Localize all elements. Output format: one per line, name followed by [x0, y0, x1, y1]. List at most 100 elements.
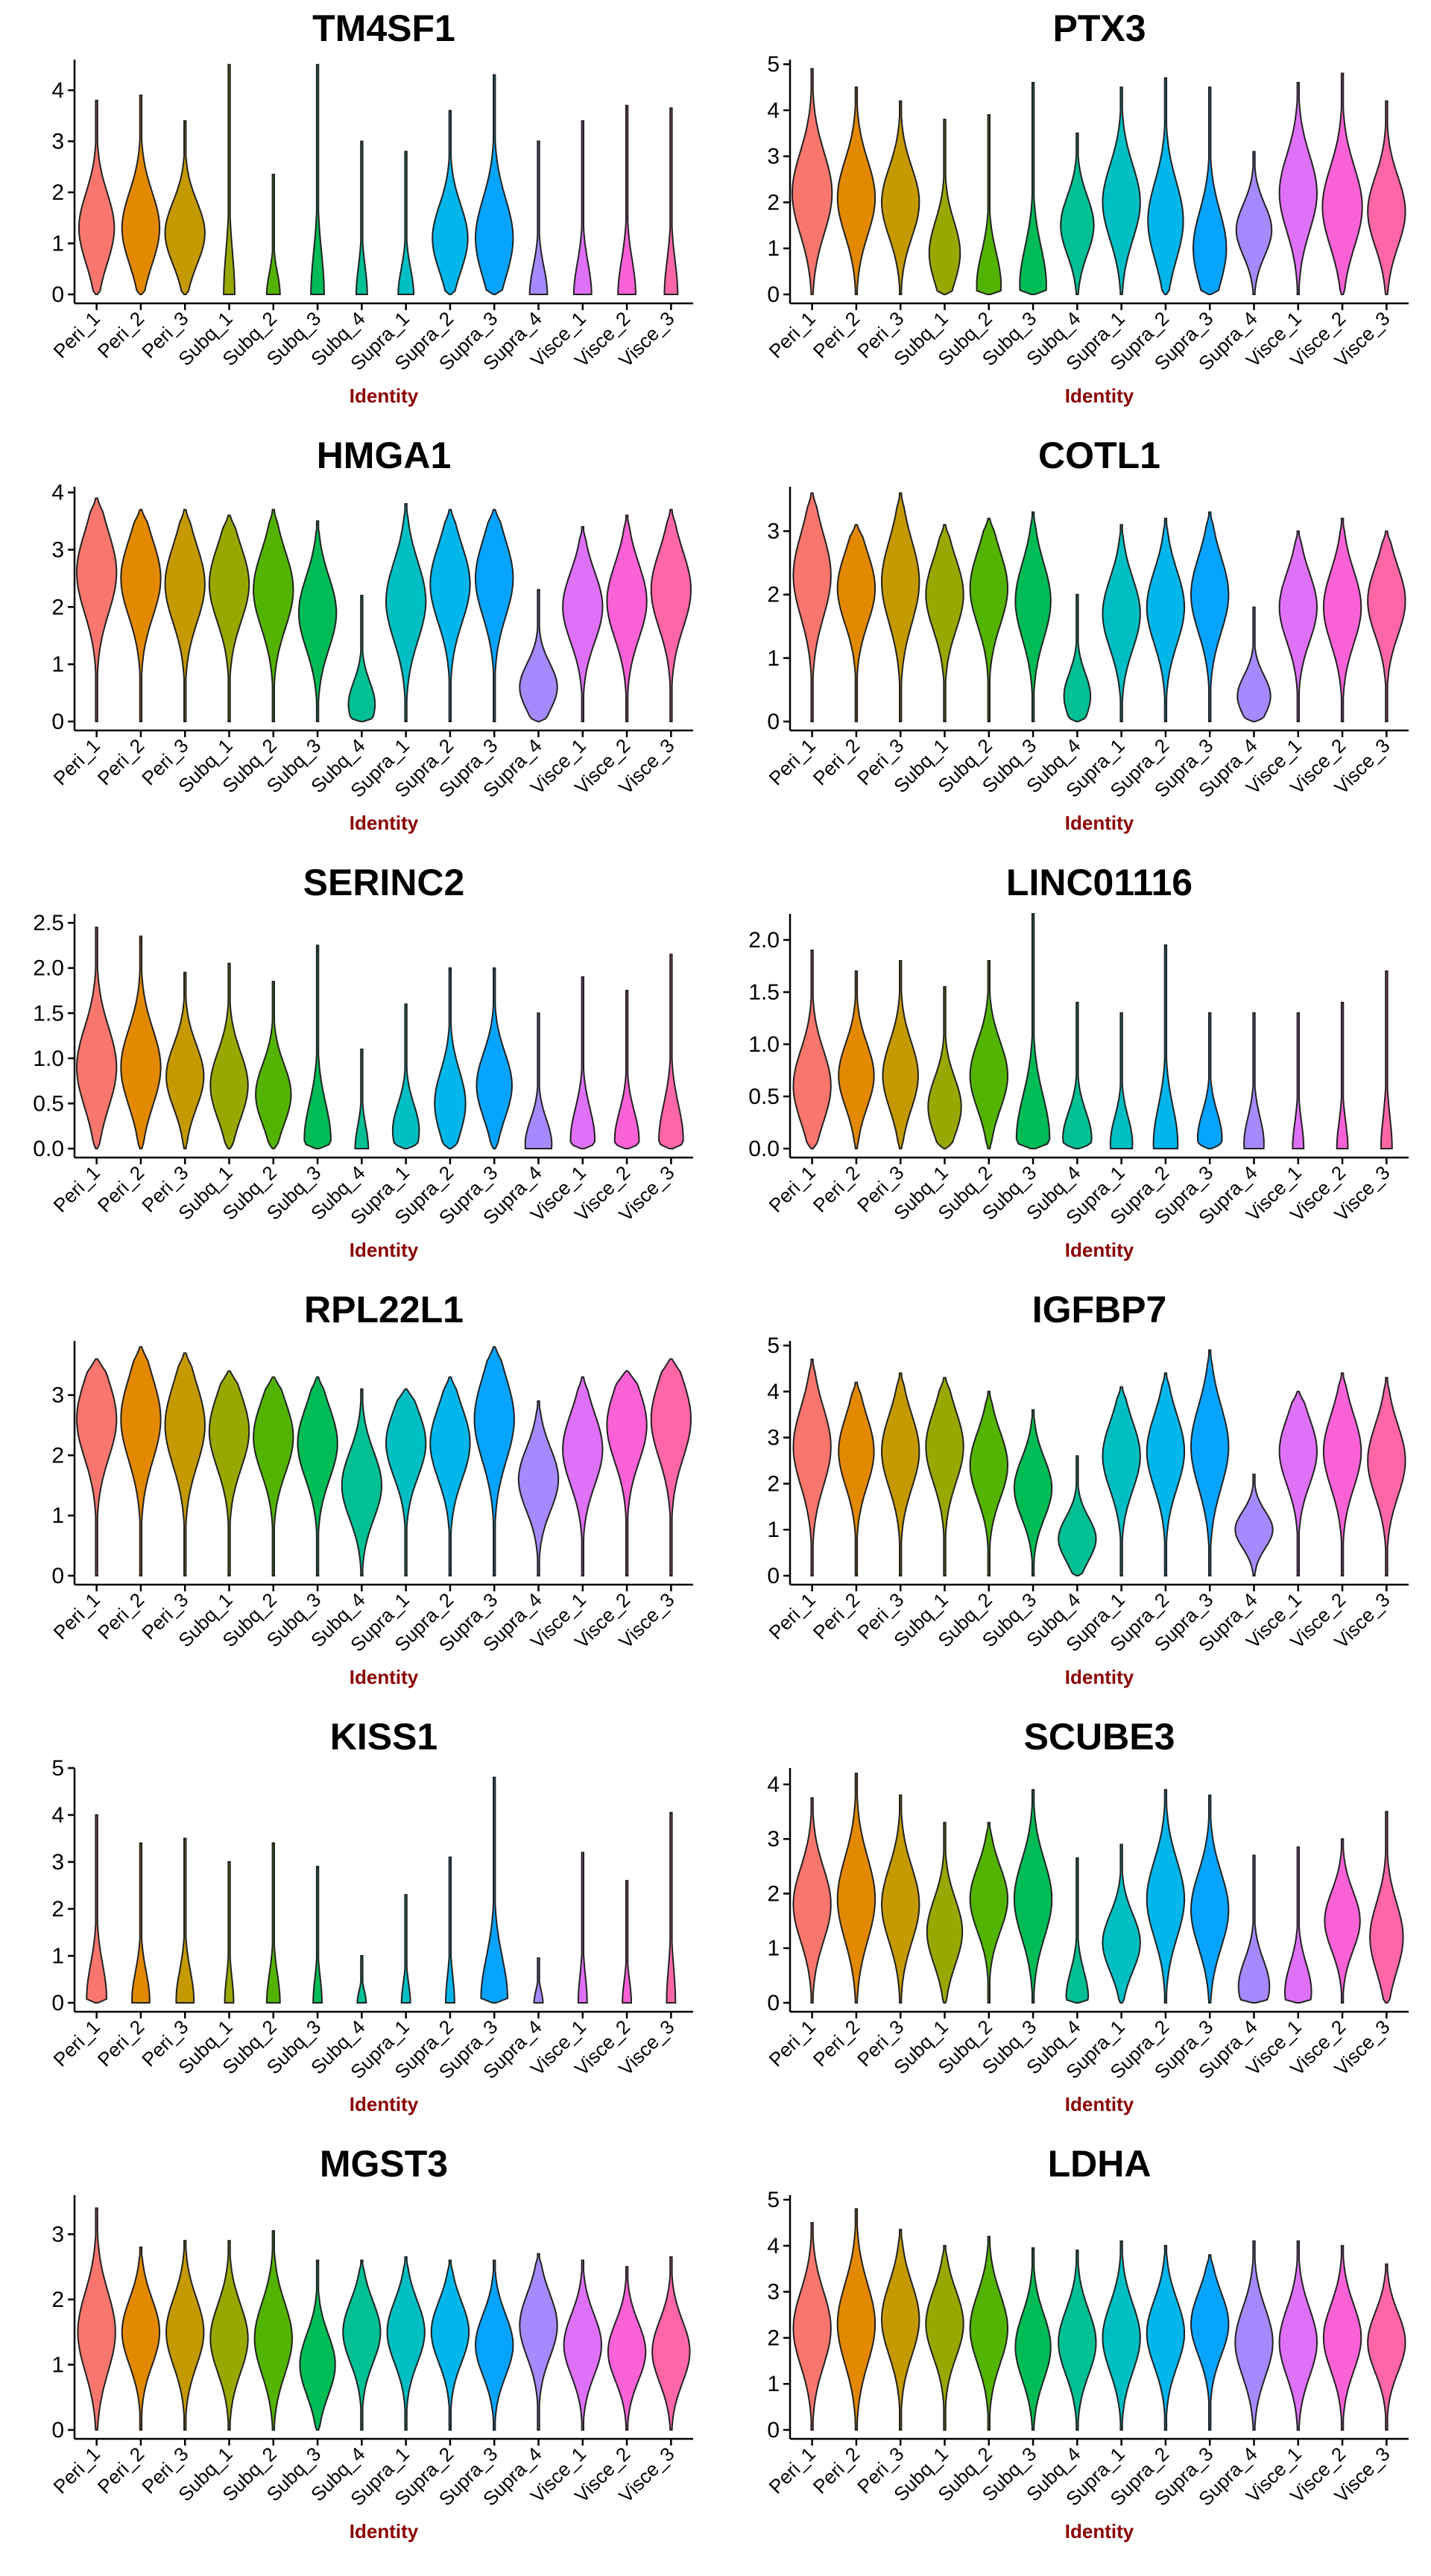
- violin-peri-2: [838, 1381, 875, 1576]
- violin-subq-1: [925, 1377, 964, 1576]
- panel-igfbp7: IGFBP7 0 1 2 3 4 5 Peri_1 Peri_2 Peri_3 Subq_1 Subq…: [723, 1281, 1424, 1706]
- y-tick-label: 0: [767, 1564, 780, 1588]
- violin-supra-1: [1102, 2240, 1141, 2431]
- violin-subq-1: [925, 2244, 964, 2431]
- x-tick-label: Peri_2: [93, 2443, 148, 2498]
- violin-supra-3: [476, 967, 513, 1149]
- violin-subq-2: [253, 1376, 294, 1576]
- y-tick-label: 0: [51, 1991, 64, 2015]
- y-tick-label: 4: [767, 1772, 780, 1797]
- violin-subq-1: [928, 119, 961, 295]
- y-tick-label: 2: [767, 583, 780, 607]
- violin-peri-3: [880, 492, 920, 722]
- x-tick-label: Peri_2: [809, 1161, 864, 1216]
- y-tick-label: 5: [767, 52, 780, 77]
- violin-subq-2: [969, 1822, 1009, 2004]
- violin-supra-3: [474, 74, 514, 295]
- violin-visce-1: [1278, 530, 1318, 722]
- violin-visce-3: [1367, 530, 1406, 722]
- violin-supra-4: [524, 1012, 553, 1149]
- violin-visce-3: [651, 2256, 691, 2431]
- violin-peri-1: [76, 497, 118, 722]
- violin-chart: TM4SF101234Peri_1Peri_2Peri_3Subq_1Subq_…: [49, 7, 693, 407]
- violin-visce-3: [658, 953, 684, 1149]
- violin-peri-2: [120, 935, 162, 1149]
- violin-subq-2: [969, 1390, 1009, 1576]
- x-axis-label: Identity: [350, 1239, 419, 1261]
- y-tick-label: 2: [51, 1443, 64, 1468]
- y-tick-label: 4: [51, 1803, 64, 1828]
- violin-peri-1: [792, 68, 833, 295]
- violin-supra-3: [1190, 511, 1230, 722]
- x-tick-label: Peri_1: [765, 1588, 820, 1644]
- chart-title: IGFBP7: [1032, 1289, 1167, 1330]
- violin-subq-1: [209, 962, 249, 1149]
- violin-visce-1: [1278, 1390, 1318, 1576]
- violin-visce-1: [563, 2259, 603, 2431]
- y-tick-label: 0: [51, 710, 64, 734]
- violin-supra-1: [400, 1894, 411, 2004]
- violin-visce-1: [562, 1376, 604, 1576]
- violin-subq-3: [1013, 1409, 1053, 1576]
- violin-subq-4: [1063, 593, 1092, 722]
- y-tick-label: 3: [767, 1827, 780, 1852]
- violin-subq-3: [1015, 913, 1051, 1149]
- violin-visce-2: [1322, 1372, 1362, 1576]
- y-tick-label: 5: [51, 1756, 64, 1781]
- violin-supra-3: [1192, 86, 1228, 295]
- violin-subq-1: [926, 1822, 964, 2004]
- violin-supra-3: [1190, 1349, 1230, 1576]
- violin-peri-2: [120, 508, 162, 722]
- violin-peri-1: [75, 1358, 118, 1576]
- panel-linc01116: LINC01116 0.0 0.5 1.0 1.5 2.0 Peri_1 Peri_2 Peri…: [723, 854, 1424, 1279]
- violin-supra-4: [517, 1400, 560, 1576]
- violin-subq-2: [265, 1842, 281, 2004]
- x-tick-label: Peri_2: [93, 307, 148, 362]
- violin-supra-2: [1146, 2244, 1186, 2431]
- violin-supra-4: [528, 140, 549, 295]
- y-tick-label: 0: [767, 710, 780, 734]
- chart-title: LINC01116: [1006, 862, 1192, 903]
- violin-supra-3: [1190, 2254, 1230, 2431]
- panel-ldha: LDHA 0 1 2 3 4 5 Peri_1 Peri_2 Peri_3 Subq_1 Subq_2…: [723, 2135, 1424, 2560]
- y-tick-label: 4: [767, 2234, 780, 2258]
- violin-subq-3: [1013, 1789, 1053, 2004]
- chart-title: LDHA: [1048, 2143, 1152, 2185]
- y-tick-label: 1: [767, 2372, 780, 2396]
- violin-visce-3: [663, 107, 679, 295]
- violin-visce-3: [1367, 1377, 1406, 1576]
- y-tick-label: 3: [51, 1850, 64, 1875]
- violin-visce-2: [1336, 1002, 1349, 1149]
- violin-subq-3: [303, 944, 332, 1149]
- y-tick-label: 4: [767, 1380, 780, 1404]
- violin-supra-3: [473, 1346, 515, 1576]
- violin-chart: SCUBE301234Peri_1Peri_2Peri_3Subq_1Subq_…: [765, 1716, 1409, 2115]
- violin-subq-2: [969, 517, 1009, 722]
- violin-peri-2: [131, 1842, 151, 2004]
- violin-subq-2: [976, 114, 1002, 295]
- violin-visce-2: [622, 1880, 632, 2004]
- violin-subq-2: [969, 960, 1009, 1149]
- y-tick-label: 0.5: [33, 1091, 64, 1116]
- chart-title: KISS1: [330, 1716, 438, 1758]
- violin-subq-3: [312, 1866, 323, 2004]
- y-tick-label: 0: [767, 1991, 780, 2015]
- violin-peri-1: [77, 2207, 116, 2431]
- violin-subq-3: [299, 2259, 336, 2431]
- violin-subq-3: [1014, 2247, 1052, 2431]
- violin-subq-4: [354, 1048, 370, 1149]
- violin-chart: SERINC20.00.51.01.52.02.5Peri_1Peri_2Per…: [33, 862, 693, 1261]
- violin-peri-1: [86, 1814, 108, 2004]
- violin-visce-1: [1278, 2240, 1318, 2431]
- violin-visce-2: [606, 514, 648, 722]
- y-tick-label: 1: [51, 1503, 64, 1528]
- violin-peri-3: [882, 960, 919, 1149]
- violin-peri-2: [836, 86, 876, 295]
- chart-title: COTL1: [1038, 435, 1160, 476]
- x-axis-label: Identity: [1065, 2520, 1134, 2542]
- y-tick-label: 2: [51, 595, 64, 619]
- y-tick-label: 2: [767, 190, 780, 215]
- panel-hmga1: HMGA1 0 1 2 3 4 Peri_1 Peri_2 Peri_3 Subq_1 Subq_2…: [7, 427, 708, 852]
- y-tick-label: 1: [51, 2353, 64, 2378]
- violin-subq-1: [927, 986, 962, 1149]
